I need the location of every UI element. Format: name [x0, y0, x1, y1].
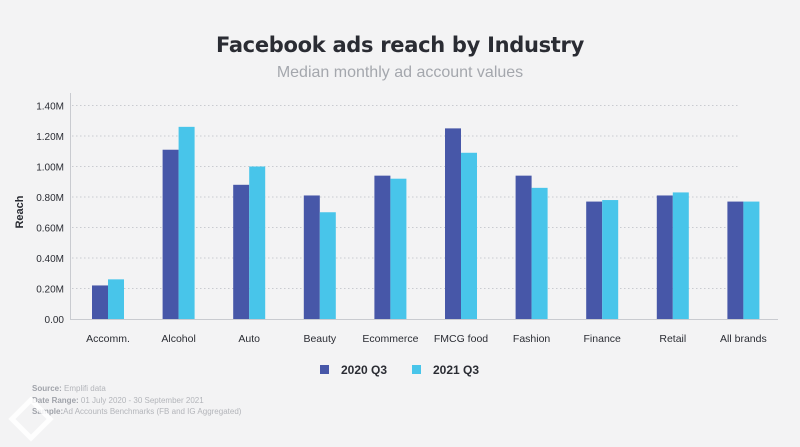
- bar-2021-q3: [319, 212, 336, 319]
- source-value: Emplifi data: [64, 384, 106, 393]
- x-tick-label: Ecommerce: [362, 333, 418, 345]
- y-tick-label: 0.20M: [36, 285, 64, 296]
- source-line: Source: Emplifi data: [32, 383, 241, 395]
- bar-2021-q3: [531, 187, 548, 319]
- x-tick-label: FMCG food: [434, 333, 488, 345]
- y-tick-label: 1.00M: [36, 163, 64, 174]
- source-label: Source:: [32, 384, 62, 393]
- legend-swatch: [320, 365, 329, 374]
- bar-2020-q3: [162, 149, 179, 319]
- bar-2021-q3: [602, 200, 619, 319]
- chart-title: Facebook ads reach by Industry: [216, 33, 584, 57]
- sample-line: Sample:Ad Accounts Benchmarks (FB and IG…: [32, 406, 241, 418]
- x-tick-label: Finance: [584, 333, 622, 345]
- bar-2021-q3: [178, 126, 195, 319]
- bar-2020-q3: [445, 128, 461, 319]
- legend-swatch: [412, 365, 421, 374]
- y-tick-label: 0.00: [45, 315, 65, 326]
- bar-2021-q3: [461, 152, 477, 319]
- bar-2021-q3: [743, 201, 760, 319]
- sample-value: Ad Accounts Benchmarks (FB and IG Aggreg…: [63, 407, 242, 416]
- x-tick-label: Alcohol: [161, 333, 195, 345]
- bar-2020-q3: [515, 175, 532, 319]
- bar-2021-q3: [672, 192, 689, 319]
- bar-2020-q3: [656, 195, 673, 319]
- date-range-line: Date Range: 01 July 2020 - 30 September …: [32, 395, 241, 407]
- x-tick-label: Beauty: [303, 333, 336, 345]
- date-range-value: 01 July 2020 - 30 September 2021: [80, 395, 204, 405]
- legend-label: 2021 Q3: [433, 363, 479, 377]
- x-tick-label: Retail: [659, 333, 686, 345]
- date-range-label: Date Range:: [32, 395, 79, 405]
- bar-2020-q3: [233, 184, 250, 319]
- y-tick-label: 0.40M: [36, 254, 64, 265]
- x-tick-label: Auto: [238, 333, 260, 345]
- bar-2020-q3: [92, 285, 108, 319]
- footer-notes: Source: Emplifi data Date Range: 01 July…: [32, 383, 241, 418]
- y-tick-label: 1.20M: [36, 132, 64, 143]
- y-tick-label: 0.60M: [36, 224, 64, 235]
- y-axis-label: Reach: [14, 195, 26, 228]
- bar-2021-q3: [390, 178, 407, 319]
- chart-subtitle: Median monthly ad account values: [276, 64, 524, 81]
- bar-2020-q3: [374, 175, 391, 319]
- x-tick-label: Fashion: [513, 333, 551, 345]
- bar-2020-q3: [303, 195, 320, 319]
- bar-2021-q3: [249, 166, 266, 319]
- bar-2020-q3: [727, 201, 744, 319]
- x-tick-label: All brands: [720, 333, 767, 345]
- x-tick-label: Accomm.: [86, 333, 130, 345]
- y-tick-label: 1.40M: [36, 102, 64, 113]
- sample-label: Sample:: [32, 407, 64, 416]
- y-tick-label: 0.80M: [36, 193, 64, 204]
- bar-2021-q3: [108, 279, 124, 319]
- bar-2020-q3: [586, 201, 603, 319]
- legend-label: 2020 Q3: [341, 363, 387, 377]
